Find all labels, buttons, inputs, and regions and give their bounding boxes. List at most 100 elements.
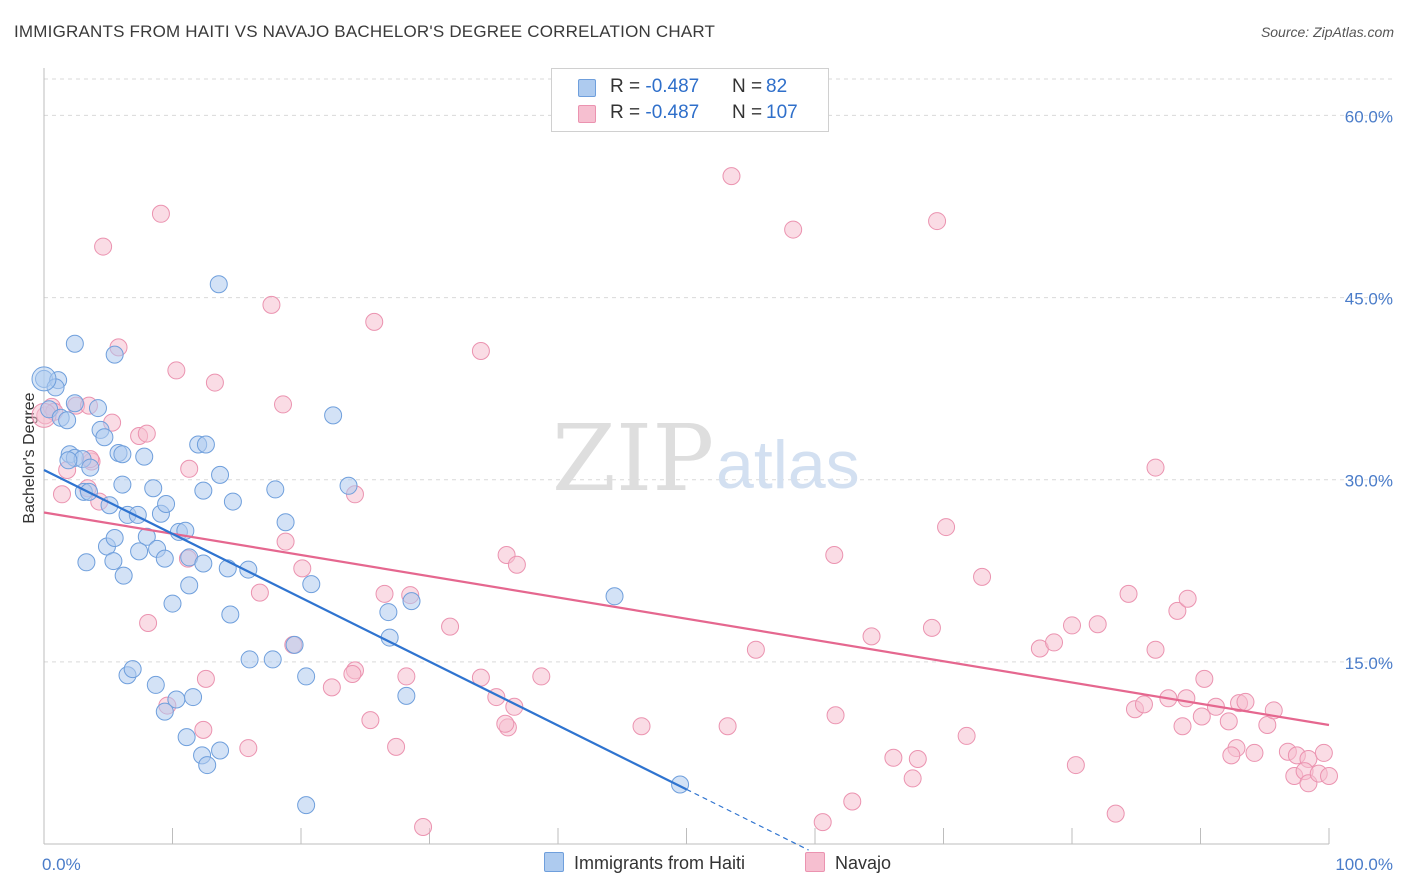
haiti-point [223, 492, 242, 511]
navajo-point [1245, 743, 1264, 762]
haiti-n-value: 82 [766, 76, 788, 97]
haiti-point [380, 628, 399, 647]
navajo-point [884, 748, 903, 767]
navajo-point [1173, 717, 1192, 736]
navajo-point [293, 559, 312, 578]
x-tick-min: 0.0% [42, 855, 81, 874]
haiti-point [105, 345, 124, 364]
bottom-haiti-swatch [544, 852, 564, 872]
navajo-point [1168, 601, 1187, 620]
haiti-point [285, 635, 304, 654]
haiti-point [184, 688, 203, 707]
haiti-trend-line [43, 469, 687, 791]
navajo-point [180, 459, 199, 478]
navajo-point [167, 361, 186, 380]
navajo-point [94, 237, 113, 256]
navajo-point [52, 485, 71, 504]
chart-title: IMMIGRANTS FROM HAITI VS NAVAJO BACHELOR… [14, 22, 716, 41]
haiti-point [194, 481, 213, 500]
bottom-navajo-label: Navajo [835, 853, 892, 873]
navajo-point [937, 518, 956, 537]
navajo-point [746, 640, 765, 659]
y-tick-label: 45.0% [1345, 290, 1393, 309]
y-tick-label: 60.0% [1345, 107, 1393, 126]
navajo-r-value: -0.487 [645, 102, 700, 123]
haiti-point [302, 575, 321, 594]
legend-row-haiti: R = -0.487 N = 82 [552, 75, 828, 101]
legend-row-navajo: R = -0.487 N = 107 [552, 101, 828, 127]
navajo-point [507, 555, 526, 574]
haiti-trend-extension [686, 788, 809, 851]
haiti-point [266, 480, 285, 499]
navajo-point [1119, 584, 1138, 603]
haiti-point [135, 447, 154, 466]
navajo-point [414, 818, 433, 836]
haiti-point [211, 741, 230, 760]
haiti-point [113, 445, 132, 464]
haiti-swatch [578, 79, 596, 97]
navajo-point [139, 614, 158, 632]
haiti-point [81, 458, 100, 477]
watermark-atlas: atlas [716, 427, 860, 503]
haiti-point [339, 476, 358, 495]
navajo-point [274, 395, 293, 414]
y-tick-labels: 15.0% 30.0% 45.0% 60.0% [1345, 107, 1393, 672]
navajo-point [973, 567, 992, 586]
navajo-point [862, 627, 881, 646]
navajo-trend-line [43, 511, 1330, 727]
navajo-point [205, 373, 224, 392]
bottom-legend-haiti: Immigrants from Haiti [544, 852, 745, 874]
haiti-point [209, 275, 228, 294]
navajo-point [343, 665, 362, 683]
navajo-point [826, 706, 845, 725]
navajo-point [471, 342, 490, 360]
y-tick-label: 30.0% [1345, 472, 1393, 491]
haiti-point [221, 605, 240, 624]
navajo-point [496, 714, 515, 733]
haiti-point [114, 566, 133, 585]
haiti-point [59, 451, 78, 470]
haiti-point [65, 334, 84, 353]
navajo-point [922, 618, 941, 637]
haiti-point [276, 513, 295, 532]
haiti-point [105, 529, 124, 547]
navajo-point [1088, 615, 1107, 634]
navajo-point [1063, 616, 1081, 635]
haiti-point [113, 475, 132, 494]
haiti-point [263, 650, 282, 669]
haiti-point [397, 686, 416, 705]
haiti-point [671, 775, 690, 794]
navajo-point [813, 813, 832, 832]
navajo-point [1219, 712, 1238, 731]
haiti-point [95, 428, 114, 447]
bottom-haiti-label: Immigrants from Haiti [574, 853, 746, 873]
haiti-point [155, 702, 174, 721]
navajo-point [1146, 640, 1165, 659]
haiti-point [130, 542, 149, 561]
navajo-point [196, 669, 215, 688]
navajo-point [387, 737, 406, 756]
navajo-point [908, 750, 927, 768]
navajo-point [1195, 669, 1214, 688]
bottom-navajo-swatch [805, 852, 825, 872]
haiti-point [211, 465, 230, 484]
navajo-point [1236, 692, 1255, 711]
navajo-point [928, 212, 947, 231]
haiti-point [65, 394, 84, 413]
navajo-point [375, 584, 394, 603]
haiti-point [297, 667, 316, 686]
haiti-point [402, 592, 421, 611]
navajo-point [957, 726, 976, 745]
navajo-point [239, 739, 258, 758]
haiti-point [180, 576, 199, 595]
haiti-point [123, 660, 142, 679]
haiti-point [177, 728, 196, 747]
y-axis-label: Bachelor's Degree [21, 392, 38, 523]
haiti-point [128, 505, 147, 524]
haiti-point [297, 796, 316, 815]
navajo-point [1314, 743, 1333, 762]
navajo-point [784, 220, 803, 239]
navajo-point [322, 678, 341, 697]
navajo-point [1045, 633, 1064, 652]
